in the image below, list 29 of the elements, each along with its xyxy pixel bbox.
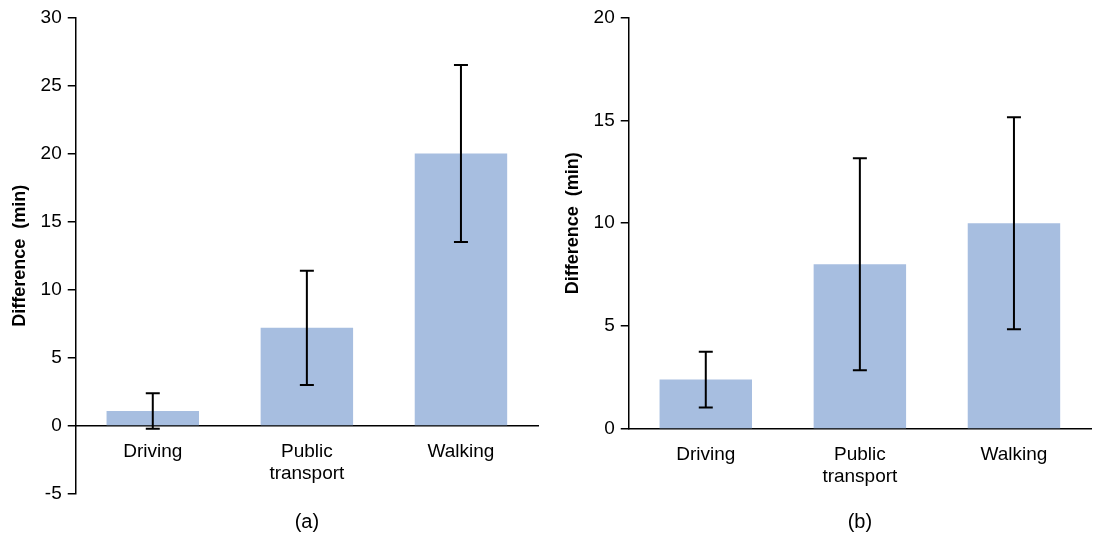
- y-tick-label: 0: [604, 417, 615, 439]
- bar: [260, 327, 354, 426]
- y-tick-label: 0: [51, 414, 62, 436]
- y-tick-label: 15: [593, 108, 615, 130]
- x-tick-label: Public transport: [269, 439, 346, 484]
- bar: [414, 153, 508, 426]
- y-tick-label: 10: [40, 277, 62, 299]
- y-tick-label: 20: [40, 141, 62, 163]
- y-tick-label: 10: [593, 211, 615, 233]
- bar: [659, 379, 753, 429]
- x-tick-label: Walking: [427, 439, 495, 461]
- y-axis-title: Difference (min): [561, 152, 582, 295]
- y-tick-label: 5: [604, 314, 615, 336]
- y-tick-label: 5: [51, 346, 62, 368]
- x-tick-label: Walking: [980, 442, 1048, 464]
- bar: [106, 410, 200, 426]
- y-tick-label: 30: [40, 5, 62, 27]
- y-tick-label: -5: [44, 482, 62, 504]
- y-tick-label: 20: [593, 5, 615, 27]
- x-tick-label: Driving: [123, 439, 183, 461]
- x-tick-label: Public transport: [822, 442, 899, 487]
- bar: [967, 223, 1061, 429]
- y-tick-label: 15: [40, 209, 62, 231]
- x-tick-label: Driving: [676, 442, 736, 464]
- y-axis-title: Difference (min): [8, 184, 29, 327]
- bar: [813, 264, 907, 429]
- y-tick-label: 25: [40, 73, 62, 95]
- x-axis-title: (b): [847, 509, 873, 532]
- x-axis-title: (a): [294, 509, 320, 532]
